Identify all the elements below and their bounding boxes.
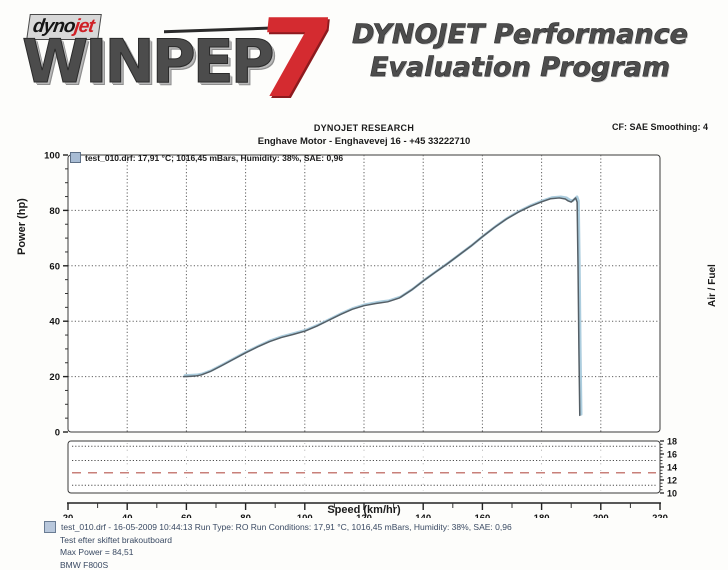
chart-legend: test_010.drf: 17,91 °C; 1016,45 mBars, H… (70, 152, 343, 163)
y-tick-label: 100 (44, 151, 60, 162)
y-tick-label: 20 (49, 372, 60, 383)
program-title: DYNOJET Performance Evaluation Program (320, 18, 720, 84)
af-tick-label: 10 (667, 488, 677, 498)
run-details-footer: test_010.drf - 16-05-2009 10:44:13 Run T… (44, 521, 724, 571)
chart-area: 0204060801001012141618204060801001201401… (0, 148, 728, 518)
run-comment: Test efter skiftet brakoutboard (60, 534, 724, 547)
legend-label: test_010.drf: 17,91 °C; 1016,45 mBars, H… (85, 153, 343, 163)
correction-factor-info: CF: SAE Smoothing: 4 (612, 122, 708, 132)
max-power-value: Max Power = 84,51 (60, 546, 724, 559)
run-summary-row: test_010.drf - 16-05-2009 10:44:13 Run T… (44, 521, 724, 534)
winpep-wordmark: WINPEP (22, 32, 272, 92)
report-header: dynojet WINPEP 7 DYNOJET Performance Eva… (0, 0, 728, 112)
y-axis-label: Power (hp) (16, 198, 28, 255)
af-tick-label: 14 (667, 462, 677, 472)
y-tick-label: 80 (49, 206, 60, 217)
dyno-plot-svg: 0204060801001012141618204060801001201401… (0, 148, 728, 518)
program-title-line2: Evaluation Program (320, 51, 720, 84)
program-title-line1: DYNOJET Performance (320, 18, 720, 51)
legend-color-swatch (70, 152, 81, 163)
air-fuel-axis-label: Air / Fuel (707, 264, 718, 307)
run-summary-text: test_010.drf - 16-05-2009 10:44:13 Run T… (61, 521, 512, 534)
vehicle-name: BMW F800S (60, 559, 724, 571)
run-notes: Test efter skiftet brakoutboard Max Powe… (60, 534, 724, 571)
y-tick-label: 40 (49, 317, 60, 328)
dealer-address: Enghave Motor - Enghavevej 16 - +45 3322… (0, 136, 728, 147)
x-axis-label: Speed (km/hr) (0, 504, 728, 516)
af-tick-label: 12 (667, 475, 677, 485)
af-tick-label: 16 (667, 449, 677, 459)
y-tick-label: 0 (55, 428, 60, 439)
run-color-swatch (44, 521, 56, 533)
winpep-logo: dynojet WINPEP 7 (14, 6, 314, 106)
af-tick-label: 18 (667, 436, 677, 446)
y-tick-label: 60 (49, 261, 60, 272)
